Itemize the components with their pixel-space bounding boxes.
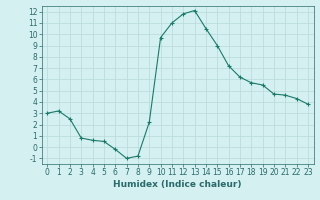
X-axis label: Humidex (Indice chaleur): Humidex (Indice chaleur) — [113, 180, 242, 189]
